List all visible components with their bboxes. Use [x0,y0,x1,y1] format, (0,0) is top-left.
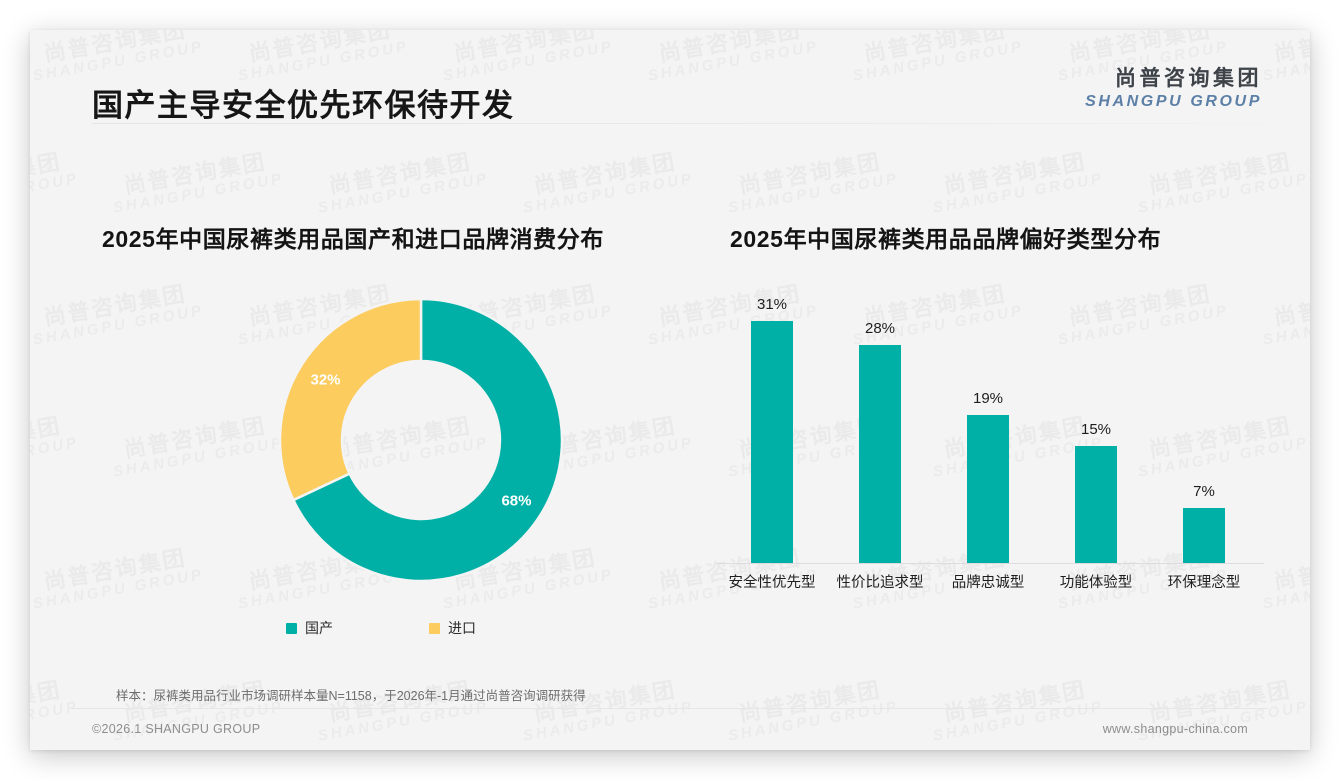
bar-value-label: 15% [1080,421,1112,438]
legend-swatch-imported [429,622,440,634]
bar-rect[interactable] [1183,508,1225,563]
bar-category-label: 环保理念型 [1167,575,1241,591]
watermark-cn: 尚普咨询集团 [30,412,64,463]
bar-value-label: 7% [1193,483,1215,501]
brand-logo-cn: 尚普咨询集团 [1115,67,1262,90]
legend-item-imported[interactable]: 进口 [429,618,476,638]
bar-column: 19% [940,290,1036,563]
footer-copyright: ©2026.1 SHANGPU GROUP [92,722,261,736]
bar-column: 7% [1156,290,1252,563]
donut-slices [278,297,564,583]
bar-rect[interactable] [1075,446,1117,563]
legend-label-imported: 进口 [448,620,476,636]
bar-chart: 31% 28% 19% 15% 7% 安全性优先型 性价比追求型 品牌忠诚型 功能体验型 环保理… [716,290,1264,591]
legend-label-domestic: 国产 [305,620,333,636]
footnote: 样本：尿裤类用品行业市场调研样本量N=1158，于2026年-1月通过尚普咨询调… [116,689,586,703]
bar-chart-panel: 2025年中国尿裤类用品品牌偏好类型分布 31% 28% 19% 15% 7% 安全性优… [706,190,1276,680]
donut-svg: 68% 32% [278,297,564,583]
bar-category-labels: 安全性优先型 性价比追求型 品牌忠诚型 功能体验型 环保理念型 [716,571,1264,601]
bar-value-label: 31% [756,296,788,314]
bar-category-label: 功能体验型 [1059,575,1133,591]
slide-card: 尚普咨询集团 SHANGPU GROUP 尚普咨询集团 SHANGPU GROUP 尚普… [30,30,1310,750]
donut-value-label-国产: 68% [501,493,531,510]
donut-slice-进口[interactable] [278,297,423,502]
brand-logo: 尚普咨询集团 SHANGPU GROUP [1085,66,1262,112]
bar-value-label: 19% [972,389,1004,407]
bar-value-label: 28% [864,319,896,337]
footer-website[interactable]: www.shangpu-china.com [1102,722,1248,736]
page-title: 国产主导安全优先环保待开发 [92,88,515,123]
bar-category-label: 品牌忠诚型 [951,575,1025,591]
bar-rect[interactable] [859,344,901,563]
bar-category-label: 安全性优先型 [728,575,816,591]
brand-logo-en: SHANGPU GROUP [1085,93,1262,111]
donut-slice-国产[interactable] [291,297,564,583]
donut-value-label-进口: 32% [311,371,341,388]
bar-plot-area: 31% 28% 19% 15% 7% [716,290,1264,563]
donut-chart-panel: 2025年中国尿裤类用品国产和进口品牌消费分布 68% 32% 国产 进口 [72,190,702,680]
bar-rect[interactable] [751,321,793,563]
watermark-cn: 尚普咨询集团 [30,148,64,199]
legend-swatch-domestic [286,622,297,634]
header-divider [92,123,1264,124]
bar-column: 31% [724,290,820,563]
bar-column: 28% [832,290,928,563]
bar-axis-line [716,563,1264,564]
bar-chart-title: 2025年中国尿裤类用品品牌偏好类型分布 [730,226,1162,252]
bar-rect[interactable] [967,414,1009,563]
bar-column: 15% [1048,290,1144,563]
donut-chart: 68% 32% [276,295,566,585]
footer-divider [72,708,1268,709]
slide-footer: ©2026.1 SHANGPU GROUP www.shangpu-china.… [30,709,1310,750]
donut-value-labels: 68% 32% [311,371,532,509]
donut-legend: 国产 进口 [286,618,566,638]
donut-chart-title: 2025年中国尿裤类用品国产和进口品牌消费分布 [102,226,604,252]
bar-category-label: 性价比追求型 [836,575,924,591]
slide-header: 国产主导安全优先环保待开发 尚普咨询集团 SHANGPU GROUP [30,30,1310,123]
legend-item-domestic[interactable]: 国产 [286,618,333,638]
